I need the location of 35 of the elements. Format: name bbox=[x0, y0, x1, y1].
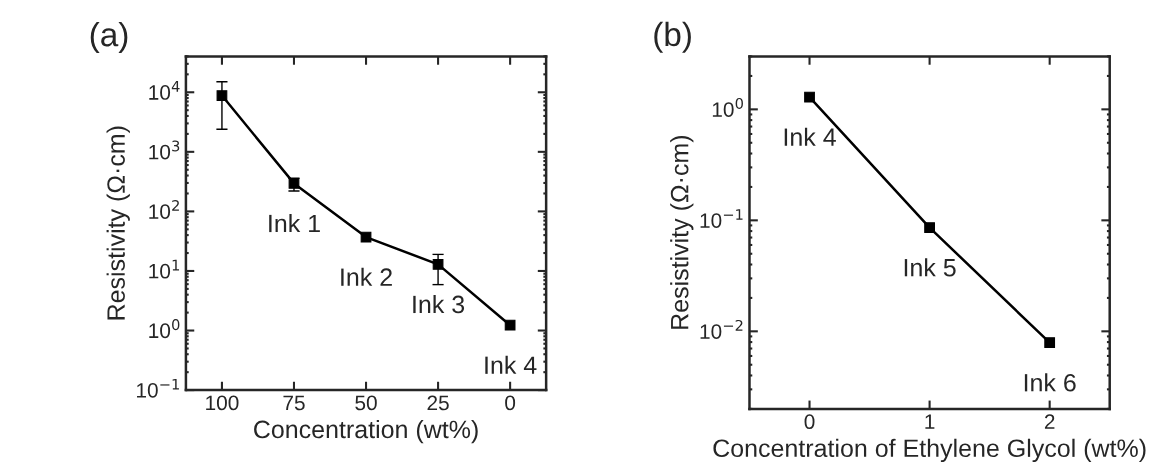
y-tick-label: 10$^{1}$ bbox=[149, 259, 180, 279]
annotation: Ink 3 bbox=[413, 294, 465, 314]
point bbox=[924, 222, 935, 233]
x-tick-label: 0 bbox=[804, 414, 815, 430]
point bbox=[1044, 337, 1056, 349]
annotation: Ink 4 bbox=[485, 355, 537, 374]
x-tick-label: 100 bbox=[206, 395, 239, 411]
annotation: Ink 2 bbox=[341, 267, 392, 286]
y-axis-title: Resistivity (Ω·cm) bbox=[670, 135, 694, 329]
y-tick-label: 10$^{−1}$ bbox=[137, 378, 179, 398]
annotation: Ink 1 bbox=[269, 213, 320, 233]
point bbox=[804, 91, 815, 103]
x-tick-label: 0 bbox=[505, 395, 516, 411]
y-tick-label: 10$^{−2}$ bbox=[700, 319, 743, 339]
x-tick-label: 2 bbox=[1044, 414, 1055, 429]
x-tick-label: 50 bbox=[355, 395, 377, 411]
point bbox=[360, 231, 372, 243]
y-tick-label: 10$^{2}$ bbox=[149, 199, 179, 219]
y-tick-label: 10$^{3}$ bbox=[149, 140, 180, 160]
x-axis-title: Concentration (wt%) bbox=[254, 419, 478, 444]
point bbox=[504, 319, 516, 331]
y-tick-label: 10$^{0}$ bbox=[712, 97, 743, 117]
x-tick-label: 1 bbox=[925, 414, 935, 429]
annotation: Ink 5 bbox=[904, 258, 956, 277]
annotation: Ink 4 bbox=[784, 127, 836, 146]
x-axis-title: Concentration of Ethylene Glycol (wt%) bbox=[713, 438, 1146, 463]
y-tick-label: 10$^{4}$ bbox=[149, 81, 180, 100]
y-axis-title: Resistivity (Ω·cm) bbox=[106, 126, 130, 320]
chart-title: (a) bbox=[90, 21, 128, 54]
y-tick-label: 10$^{0}$ bbox=[149, 319, 180, 339]
x-tick-label: 25 bbox=[427, 395, 449, 411]
annotation: Ink 6 bbox=[1024, 373, 1076, 392]
y-tick-label: 10$^{−1}$ bbox=[700, 209, 743, 228]
x-tick-label: 75 bbox=[283, 395, 305, 411]
chart-title: (b) bbox=[654, 21, 691, 53]
